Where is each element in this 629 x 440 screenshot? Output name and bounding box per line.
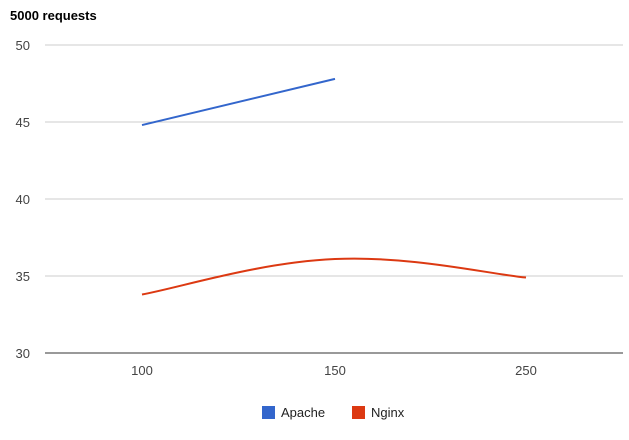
legend-item-apache[interactable]: Apache <box>262 405 325 420</box>
x-tick-label-100: 100 <box>131 363 153 378</box>
x-tick-label-250: 250 <box>515 363 537 378</box>
chart-title: 5000 requests <box>10 8 97 23</box>
legend-swatch-nginx <box>352 406 365 419</box>
x-axis-tick-labels: 100 150 250 <box>131 363 537 378</box>
legend-item-nginx[interactable]: Nginx <box>352 405 405 420</box>
y-tick-label-30: 30 <box>16 346 30 361</box>
y-tick-label-35: 35 <box>16 269 30 284</box>
series-line-nginx <box>141 257 527 296</box>
legend-swatch-apache <box>262 406 275 419</box>
y-tick-label-50: 50 <box>16 38 30 53</box>
x-tick-label-150: 150 <box>324 363 346 378</box>
legend-label-nginx: Nginx <box>371 405 405 420</box>
legend[interactable]: Apache Nginx <box>262 405 405 420</box>
series-line-apache <box>141 77 336 127</box>
gridlines <box>45 44 623 354</box>
y-tick-label-40: 40 <box>16 192 30 207</box>
series-lines <box>141 77 527 296</box>
legend-label-apache: Apache <box>281 405 325 420</box>
y-tick-label-45: 45 <box>16 115 30 130</box>
y-axis-tick-labels: 30 35 40 45 50 <box>16 38 30 361</box>
